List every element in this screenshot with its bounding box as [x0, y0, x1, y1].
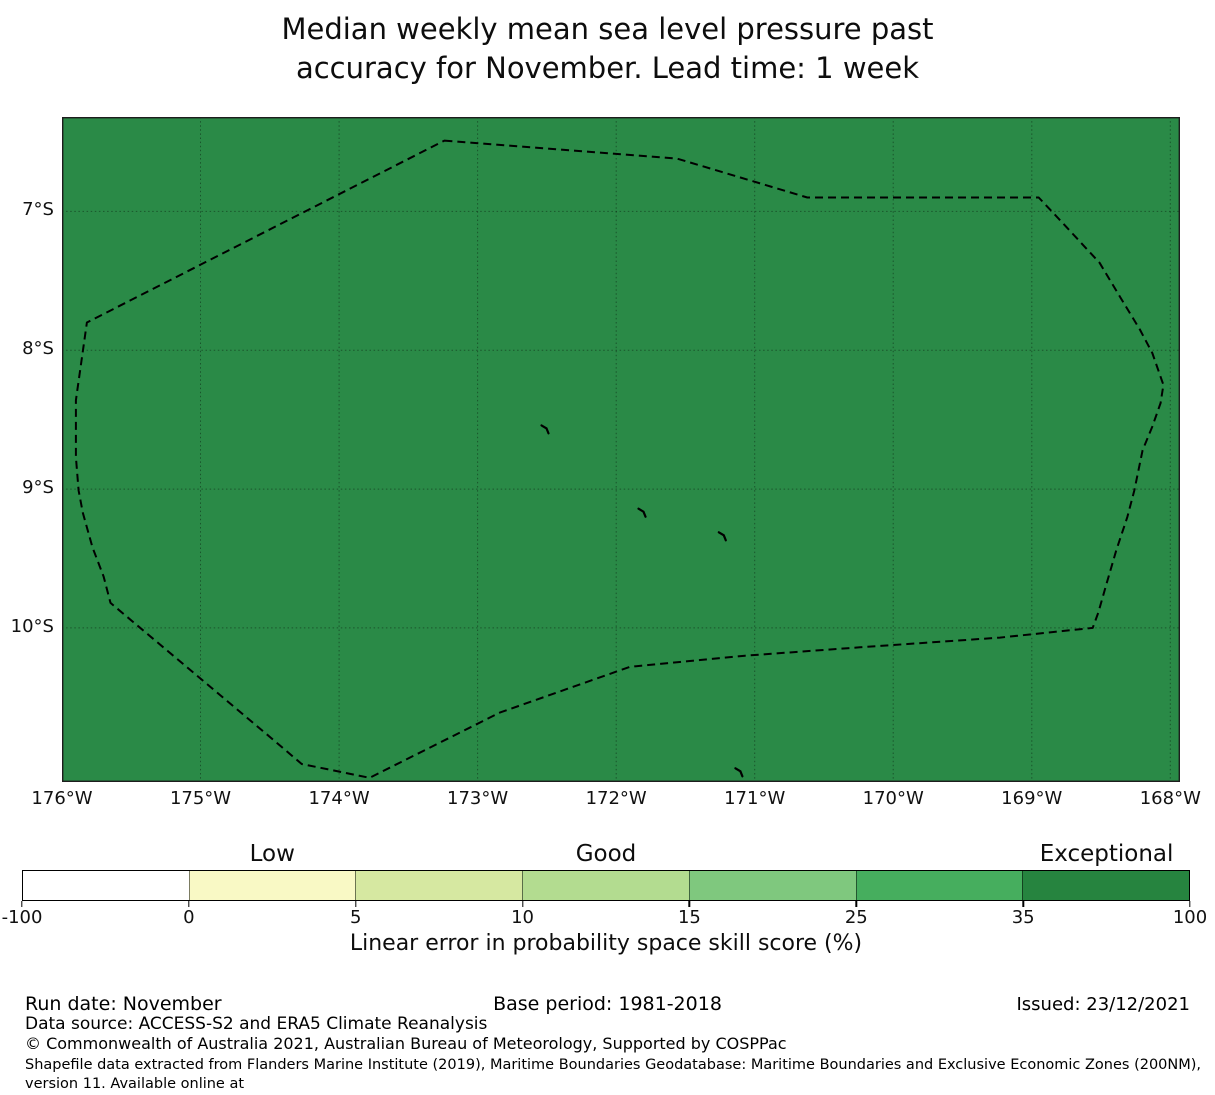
colorbar-tick-label: 25	[844, 907, 868, 928]
colorbar-tick-label: 35	[1011, 907, 1035, 928]
colorbar-tick	[1189, 901, 1191, 907]
colorbar-tick	[188, 901, 190, 907]
colorbar-tick-label: 15	[677, 907, 701, 928]
x-tick-label: 169°W	[1001, 788, 1063, 809]
y-tick-label: 10°S	[10, 615, 54, 637]
island-mark	[637, 507, 647, 518]
x-tick-label: 176°W	[31, 788, 93, 809]
colorbar-segment-5-to-10	[355, 871, 523, 900]
colorbar-category-label-good: Good	[575, 841, 637, 867]
y-tick-label: 9°S	[22, 477, 54, 499]
x-tick-label: 172°W	[585, 788, 647, 809]
figure-title: Median weekly mean sea level pressure pa…	[0, 10, 1215, 88]
y-axis: 7°S 8°S 9°S 10°S	[0, 0, 54, 1095]
map-canvas	[62, 117, 1180, 782]
map-frame	[62, 117, 1180, 782]
colorbar-segment-10-to-15	[522, 871, 689, 900]
colorbar-segment-25-to-35	[855, 871, 1023, 900]
island-mark	[717, 531, 727, 542]
colorbar-tick	[855, 901, 857, 907]
x-tick-label: 170°W	[862, 788, 924, 809]
colorbar-tick	[1022, 901, 1024, 907]
colorbar-tick-label: 0	[183, 907, 195, 928]
colorbar-category-label-low: Low	[249, 841, 295, 867]
colorbar-tick	[21, 901, 23, 907]
island-mark	[734, 767, 744, 778]
y-tick-label: 8°S	[22, 338, 54, 360]
colorbar-tick	[355, 901, 357, 907]
eez-fill-region	[62, 117, 1180, 782]
colorbar-tick-label: 10	[511, 907, 535, 928]
x-tick-label: 175°W	[169, 788, 232, 809]
copyright-text: © Commonwealth of Australia 2021, Austra…	[25, 1034, 787, 1053]
colorbar-category-label-exceptional: Exceptional	[1039, 841, 1174, 867]
x-tick-label: 174°W	[308, 788, 370, 809]
colorbar-tick	[688, 901, 691, 907]
figure-title-line1: Median weekly mean sea level pressure pa…	[281, 12, 934, 46]
base-period-text: Base period: 1981-2018	[493, 993, 722, 1015]
colorbar-caption: Linear error in probability space skill …	[349, 931, 863, 956]
colorbar-tick	[521, 901, 524, 907]
colorbar-segment-15-to-25	[688, 871, 856, 900]
colorbar-segment-0-to-5	[188, 871, 356, 900]
map-panel	[62, 117, 1180, 782]
shapefile-note-line1: Shapefile data extracted from Flanders M…	[25, 1057, 1202, 1092]
x-tick-label: 168°W	[1139, 788, 1201, 809]
colorbar-tick-label: 100	[1172, 907, 1208, 928]
colorbar-tick-label: -100	[1, 907, 43, 928]
figure-title-line2: accuracy for November. Lead time: 1 week	[295, 51, 920, 85]
issued-date-text: Issued: 23/12/2021	[1016, 994, 1190, 1015]
data-source-text: Data source: ACCESS-S2 and ERA5 Climate …	[25, 1014, 488, 1034]
colorbar-segment-35-to-100	[1022, 871, 1190, 900]
colorbar-segment--100-to-0	[23, 871, 189, 900]
x-tick-label: 171°W	[724, 788, 786, 809]
colorbar	[22, 870, 1190, 901]
colorbar-tick-label: 5	[349, 907, 362, 928]
shapefile-note: Shapefile data extracted from Flanders M…	[25, 1056, 1215, 1095]
island-mark	[540, 424, 550, 435]
run-date-text: Run date: November	[25, 993, 222, 1015]
eez-boundary-dashed	[74, 139, 1165, 779]
x-tick-label: 173°W	[447, 788, 509, 809]
y-tick-label: 7°S	[22, 199, 54, 221]
